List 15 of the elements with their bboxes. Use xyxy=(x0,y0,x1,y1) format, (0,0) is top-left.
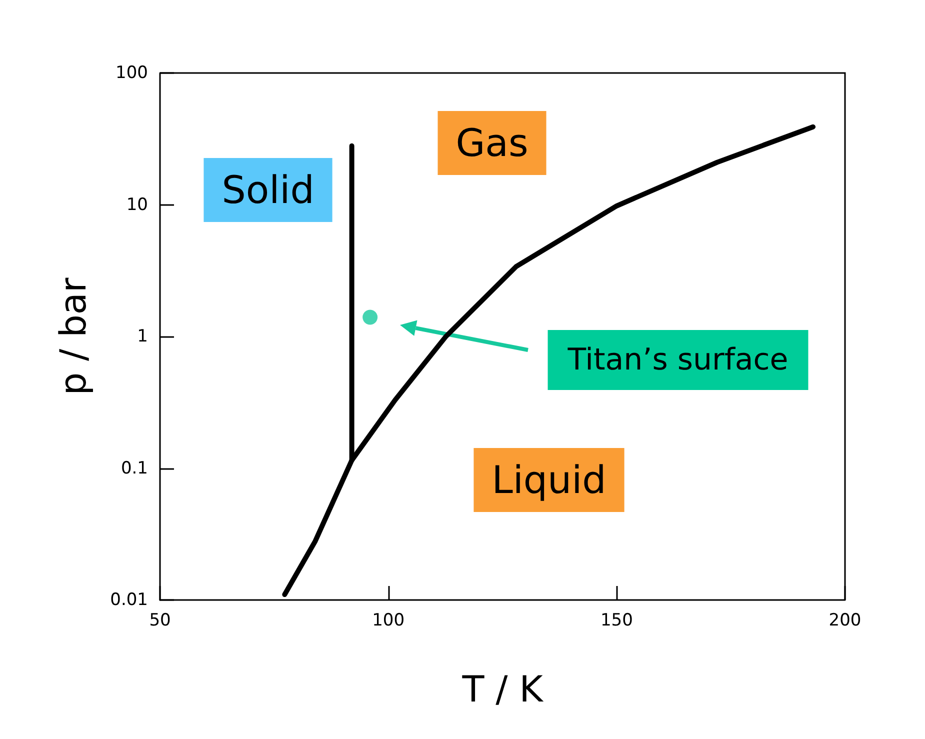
y-tick-label: 1 xyxy=(137,326,148,346)
y-tick-label: 0.1 xyxy=(120,458,148,478)
x-tick-label: 150 xyxy=(600,610,633,630)
annotation: Titan’s surface xyxy=(566,342,788,378)
x-axis-title: T / K xyxy=(461,670,544,710)
x-tick-label: 50 xyxy=(149,610,171,630)
x-tick-label: 200 xyxy=(828,610,862,630)
y-tick-label: 0.01 xyxy=(110,590,148,610)
x-tick-label: 100 xyxy=(372,610,405,630)
y-axis-title: p / bar xyxy=(54,278,94,396)
y-tick-label: 10 xyxy=(126,194,148,215)
annotation: Gas xyxy=(456,121,528,165)
y-tick-label: 100 xyxy=(116,63,148,83)
annotation: Liquid xyxy=(492,458,606,502)
annotation: Solid xyxy=(222,168,314,212)
